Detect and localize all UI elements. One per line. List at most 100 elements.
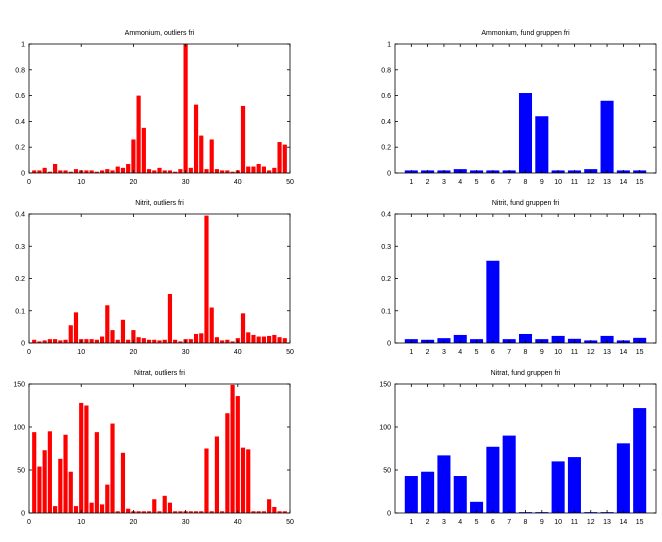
x-tick-label: 11 xyxy=(571,519,578,526)
bar xyxy=(421,471,435,513)
bar xyxy=(120,319,126,343)
bar xyxy=(99,170,105,173)
y-tick-label: 0.2 xyxy=(381,145,391,152)
bar xyxy=(256,336,261,343)
bar xyxy=(115,166,120,173)
chart-panel-4: 1 2 3 4 5 6 7 8 9 10 11 12 13 14 1500.10.20.30.4Nitrit… xyxy=(381,200,657,356)
bar xyxy=(272,334,277,343)
x-tick-label: 13 xyxy=(603,519,611,526)
bar xyxy=(404,476,418,513)
bar xyxy=(141,511,146,513)
x-tick-label: 15 xyxy=(636,519,644,526)
bar xyxy=(58,340,63,343)
bar xyxy=(267,170,272,173)
chart-title: Ammonium, outliers fri xyxy=(125,30,195,37)
chart-panel-1: 0 10 20 30 40 50 0 0.2 0.4 0.6 0.8 1 Ammonium, outli… xyxy=(15,30,294,186)
bar xyxy=(214,436,220,513)
x-tick-label: 30 xyxy=(182,179,190,186)
bar xyxy=(616,443,630,513)
chart-title: Ammonium, fund gruppen fri xyxy=(481,30,570,37)
y-tick-label: 0.6 xyxy=(15,93,25,100)
bar xyxy=(188,339,193,343)
x-tick-label: 3 xyxy=(442,179,446,186)
x-tick-label: 11 xyxy=(571,349,578,356)
bar xyxy=(105,305,110,343)
bar xyxy=(53,339,58,343)
y-tick-label: 0 xyxy=(21,511,25,518)
bar xyxy=(251,334,256,343)
x-tick-label: 12 xyxy=(587,349,595,356)
x-tick-label: 40 xyxy=(234,349,242,356)
bar xyxy=(32,170,37,173)
bar xyxy=(199,511,204,513)
bar xyxy=(42,167,47,173)
bar xyxy=(141,127,146,173)
bar xyxy=(110,330,115,343)
y-tick-label: 0.4 xyxy=(15,212,25,219)
bar xyxy=(173,339,178,343)
bar xyxy=(89,339,94,343)
x-tick-label: 5 xyxy=(475,179,479,186)
bar xyxy=(131,139,136,173)
y-tick-label: 0 xyxy=(21,171,25,178)
bar xyxy=(267,499,272,513)
bar xyxy=(84,405,89,513)
bar xyxy=(470,501,484,513)
bar xyxy=(37,341,42,343)
bar xyxy=(53,506,58,513)
y-tick-label: 0.8 xyxy=(381,67,391,74)
bar xyxy=(32,432,37,513)
x-tick-label: 7 xyxy=(507,519,511,526)
bar xyxy=(502,435,516,513)
bar xyxy=(173,171,178,173)
x-tick-label: 20 xyxy=(130,519,138,526)
x-tick-label: 7 xyxy=(507,349,511,356)
x-tick-label: 2 xyxy=(426,519,430,526)
x-tick-label: 4 xyxy=(458,349,462,356)
axes-frame xyxy=(28,383,291,514)
x-tick-label: 2 xyxy=(426,179,430,186)
bar xyxy=(214,337,220,343)
x-tick-label: 30 xyxy=(182,519,190,526)
x-tick-label: 0 xyxy=(27,349,31,356)
x-tick-label: 4 xyxy=(458,519,462,526)
bar xyxy=(178,511,183,513)
y-tick-label: 0.8 xyxy=(15,67,25,74)
bar xyxy=(230,171,235,173)
bar xyxy=(633,408,647,513)
x-tick-label: 5 xyxy=(475,349,479,356)
bar xyxy=(146,511,152,513)
bar xyxy=(32,339,37,343)
bar xyxy=(235,396,240,513)
x-tick-label: 14 xyxy=(619,349,627,356)
bar xyxy=(261,166,266,173)
x-tick-label: 10 xyxy=(554,519,562,526)
bar xyxy=(518,333,533,343)
x-tick-label: 3 xyxy=(442,349,446,356)
bar xyxy=(230,384,235,513)
bar xyxy=(37,466,42,513)
bar xyxy=(126,163,131,173)
x-tick-label: 13 xyxy=(603,179,611,186)
x-tick-label: 9 xyxy=(540,519,544,526)
bar xyxy=(157,340,162,343)
bar xyxy=(58,458,63,513)
bar xyxy=(63,170,68,173)
y-tick-label: 0.3 xyxy=(15,244,25,251)
bar xyxy=(246,166,251,173)
bar xyxy=(105,169,110,173)
x-tick-label: 2 xyxy=(426,349,430,356)
bar xyxy=(167,502,173,513)
bar xyxy=(204,215,209,343)
x-tick-label: 50 xyxy=(286,179,294,186)
bar xyxy=(220,170,225,173)
bar xyxy=(272,167,277,173)
bar xyxy=(120,167,126,173)
bar xyxy=(204,448,209,513)
y-tick-label: 50 xyxy=(17,468,25,475)
bar xyxy=(162,339,167,343)
bar xyxy=(47,431,52,513)
bar xyxy=(105,484,110,513)
x-tick-label: 6 xyxy=(491,519,495,526)
